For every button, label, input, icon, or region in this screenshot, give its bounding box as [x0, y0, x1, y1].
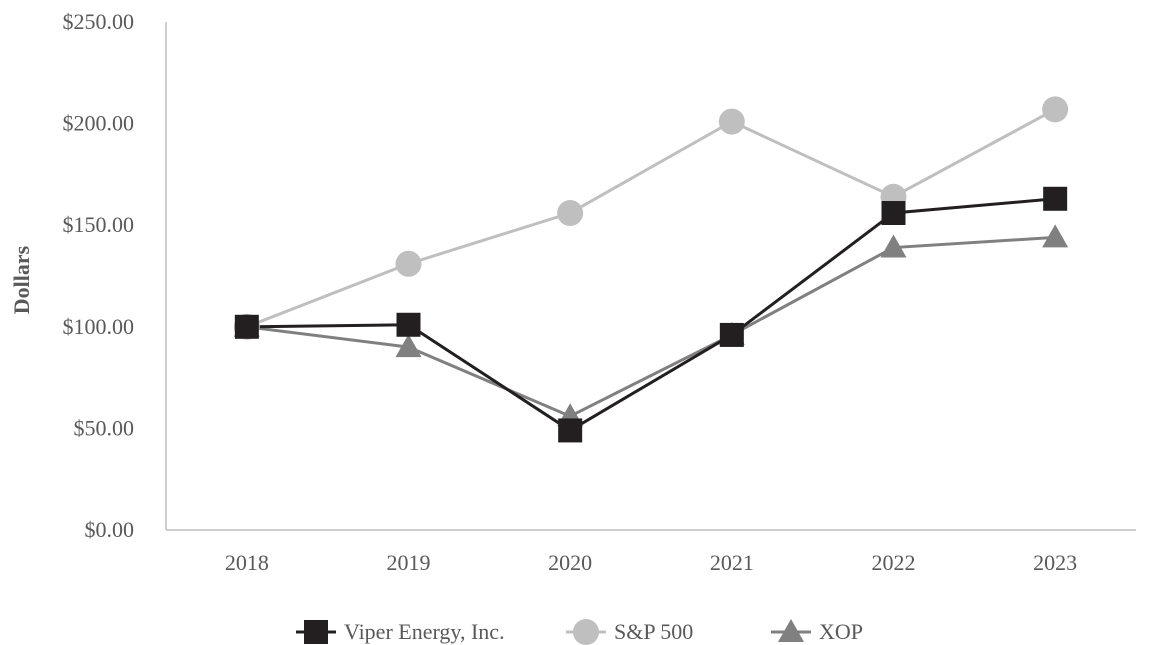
- legend-marker-square: [304, 620, 328, 644]
- legend-marker-triangle: [778, 619, 804, 642]
- y-axis-label: Dollars: [9, 245, 34, 314]
- series-line-s-p-500: [246, 108, 1056, 329]
- data-point-viper-energy-inc: [881, 201, 906, 226]
- y-tick-label: $200.00: [63, 111, 135, 136]
- y-tick-label: $50.00: [74, 415, 135, 440]
- x-tick-label: 2023: [1033, 550, 1077, 575]
- data-point-xop: [1042, 224, 1069, 248]
- series-markers: [233, 96, 1069, 443]
- y-tick-label: $0.00: [85, 517, 135, 542]
- y-tick-label: $250.00: [63, 9, 135, 34]
- data-point-s-p-500: [1042, 96, 1069, 123]
- legend-label: S&P 500: [614, 619, 693, 644]
- series-line-viper-energy-inc: [246, 197, 1056, 433]
- data-point-s-p-500: [718, 108, 745, 135]
- data-point-xop: [395, 334, 422, 358]
- data-point-viper-energy-inc: [1043, 186, 1068, 211]
- data-point-s-p-500: [557, 200, 584, 227]
- data-point-viper-energy-inc: [234, 314, 259, 339]
- data-point-viper-energy-inc: [719, 322, 744, 347]
- x-tick-label: 2018: [225, 550, 269, 575]
- legend: Viper Energy, Inc. S&P 500 XOP: [296, 619, 863, 645]
- legend-item-s-p-500: S&P 500: [566, 619, 693, 645]
- x-tick-label: 2020: [548, 550, 592, 575]
- data-point-xop: [880, 234, 907, 258]
- legend-label: Viper Energy, Inc.: [344, 619, 505, 644]
- legend-label: XOP: [819, 619, 863, 644]
- data-point-s-p-500: [395, 250, 422, 277]
- data-point-viper-energy-inc: [558, 418, 583, 443]
- series-line-xop: [246, 235, 1056, 418]
- x-tick-label: 2022: [872, 550, 916, 575]
- x-tick-label: 2021: [710, 550, 754, 575]
- y-tick-labels: $0.00 $50.00 $100.00 $150.00 $200.00 $250.00: [63, 9, 135, 542]
- series-lines: [246, 108, 1056, 433]
- y-tick-label: $150.00: [63, 212, 135, 237]
- x-tick-label: 2019: [387, 550, 431, 575]
- x-tick-labels: 2018 2019 2020 2021 2022 2023: [225, 550, 1077, 575]
- legend-item-xop: XOP: [771, 619, 863, 644]
- y-tick-label: $100.00: [63, 314, 135, 339]
- data-point-viper-energy-inc: [396, 312, 421, 337]
- legend-item-viper-energy-inc: Viper Energy, Inc.: [296, 619, 505, 644]
- axes: [165, 22, 1136, 531]
- legend-marker-circle: [573, 619, 599, 645]
